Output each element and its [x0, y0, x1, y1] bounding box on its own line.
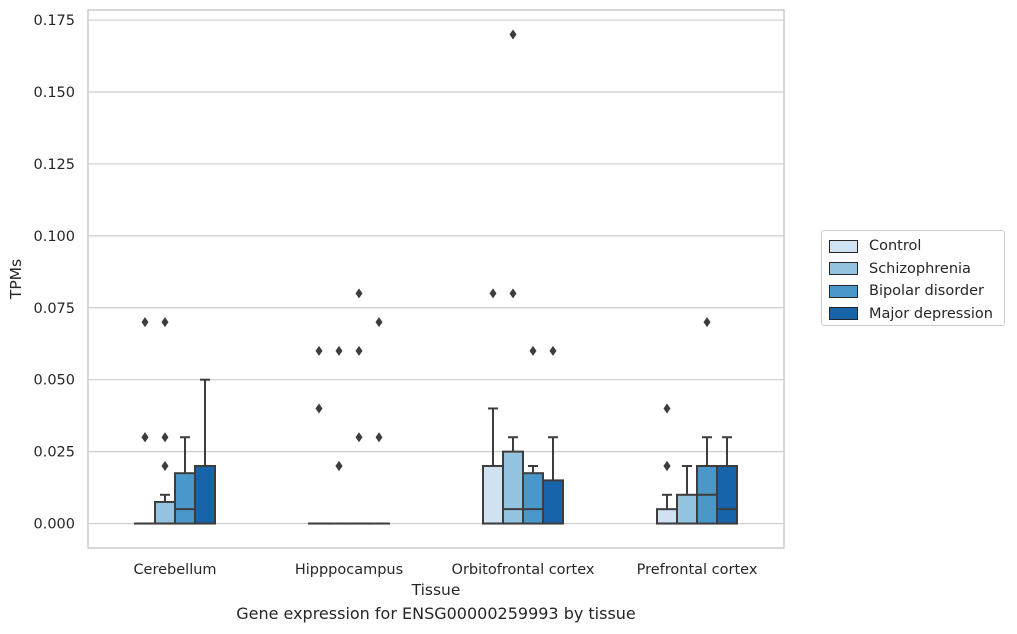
outlier-point — [141, 317, 149, 328]
outlier-point — [375, 432, 383, 443]
outlier-point — [489, 288, 497, 299]
box-control — [308, 345, 330, 525]
outlier-point — [663, 461, 671, 472]
outlier-point — [161, 432, 169, 443]
outlier-point — [161, 317, 169, 328]
outlier-point — [509, 288, 517, 299]
legend-swatch — [829, 262, 858, 276]
box-major-depression — [368, 317, 390, 525]
box-control — [656, 403, 678, 525]
x-tick-label: Cerebellum — [133, 562, 216, 578]
legend-item: Bipolar disorder — [829, 280, 1004, 303]
box-schizophrenia — [502, 29, 524, 525]
outlier-point — [663, 403, 671, 414]
y-tick-label: 0.125 — [33, 157, 75, 173]
y-tick-label: 0.025 — [33, 445, 75, 461]
box-major-depression — [542, 345, 564, 525]
box-schizophrenia — [676, 465, 698, 525]
y-tick-label: 0.050 — [33, 373, 75, 389]
legend: Control Schizophrenia Bipolar disorder Majo… — [821, 230, 1005, 326]
y-tick-label: 0.000 — [33, 517, 75, 533]
y-axis-label: TPMs — [7, 259, 25, 300]
box-bipolar-disorder — [522, 345, 544, 525]
outlier-point — [141, 432, 149, 443]
legend-item: Control — [829, 235, 1004, 258]
y-tick-label: 0.075 — [33, 301, 75, 317]
legend-swatch — [829, 307, 858, 321]
box-body — [154, 500, 176, 525]
outlier-point — [161, 461, 169, 472]
box-bipolar-disorder — [348, 288, 370, 525]
legend-swatch — [829, 284, 858, 298]
box-major-depression — [716, 436, 738, 525]
outlier-point — [375, 317, 383, 328]
outlier-point — [549, 345, 557, 356]
gridlines — [88, 19, 784, 525]
y-tick-label: 0.100 — [33, 229, 75, 245]
legend-label: Schizophrenia — [869, 260, 971, 277]
outlier-point — [315, 403, 323, 414]
legend-item: Major depression — [829, 303, 1004, 326]
outlier-point — [509, 29, 517, 40]
legend-swatch — [829, 239, 858, 253]
legend-label: Major depression — [869, 305, 993, 322]
boxes — [134, 29, 738, 525]
box-schizophrenia — [154, 317, 176, 525]
box-body — [522, 472, 544, 525]
chart-caption: Gene expression for ENSG00000259993 by t… — [236, 604, 636, 623]
outlier-point — [335, 345, 343, 356]
box-bipolar-disorder — [174, 436, 196, 525]
legend-label: Control — [869, 238, 922, 255]
box-control — [482, 288, 504, 525]
x-tick-label: Hipppocampus — [295, 562, 403, 578]
legend-label: Bipolar disorder — [869, 283, 984, 300]
outlier-point — [529, 345, 537, 356]
box-body — [194, 465, 216, 525]
y-tick-label: 0.150 — [33, 85, 75, 101]
box-major-depression — [194, 378, 216, 525]
outlier-point — [335, 461, 343, 472]
box-body — [676, 493, 698, 525]
x-tick-label: Orbitofrontal cortex — [452, 562, 595, 578]
box-body — [542, 479, 564, 525]
x-axis-label: Tissue — [411, 581, 461, 599]
outlier-point — [315, 345, 323, 356]
box-body — [482, 465, 504, 525]
box-body — [502, 450, 524, 525]
box-body — [174, 472, 196, 525]
plot-area-frame — [87, 9, 785, 549]
outlier-point — [355, 432, 363, 443]
outlier-point — [355, 345, 363, 356]
box-body — [656, 508, 678, 525]
box-schizophrenia — [328, 345, 350, 525]
legend-item: Schizophrenia — [829, 258, 1004, 281]
y-tick-labels: 0.000 0.025 0.050 0.075 0.100 0.125 0.150 0.175 — [33, 13, 75, 532]
box-control — [134, 317, 156, 525]
x-tick-labels: Cerebellum Hipppocampus Orbitofrontal cort… — [133, 562, 757, 578]
y-tick-label: 0.175 — [33, 13, 75, 29]
x-tick-label: Prefrontal cortex — [637, 562, 758, 578]
outlier-point — [355, 288, 363, 299]
box-body — [716, 465, 738, 525]
outlier-point — [703, 317, 711, 328]
box-bipolar-disorder — [696, 317, 718, 525]
